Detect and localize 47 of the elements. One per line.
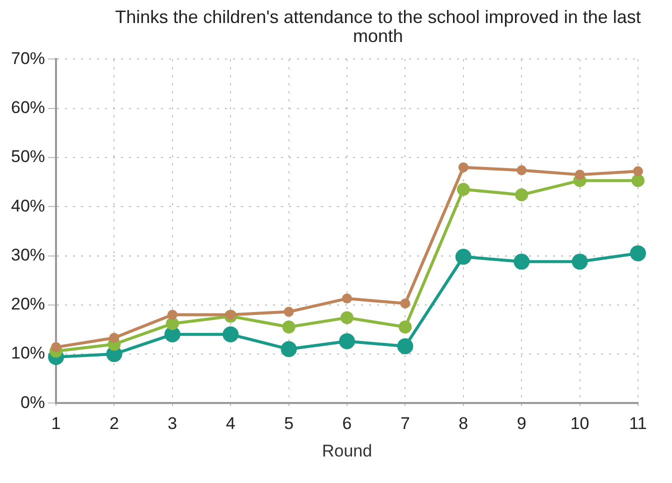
x-tick-label: 2 <box>109 414 119 434</box>
x-tick-label: 7 <box>400 414 410 434</box>
point <box>284 306 294 317</box>
point <box>340 311 354 324</box>
point <box>397 338 414 354</box>
point <box>456 182 470 196</box>
x-axis-title: Round <box>322 441 372 460</box>
x-tick-label: 11 <box>629 414 647 434</box>
point <box>516 165 527 176</box>
point <box>458 162 468 172</box>
point <box>226 310 236 320</box>
y-tick-label: 70% <box>10 48 46 68</box>
y-tick-label: 0% <box>20 392 46 412</box>
point <box>167 310 178 320</box>
x-tick-label: 4 <box>226 414 236 434</box>
point <box>572 254 588 270</box>
x-tick-label: 8 <box>458 414 468 434</box>
point <box>51 342 62 352</box>
point <box>514 254 530 270</box>
y-tick-label: 10% <box>10 344 46 363</box>
x-tick-label: 1 <box>51 414 61 434</box>
y-tick-label: 60% <box>10 98 46 118</box>
point <box>109 332 120 343</box>
point <box>633 166 643 176</box>
x-tick-label: 5 <box>284 414 294 434</box>
x-tick-label: 10 <box>570 414 590 434</box>
point <box>280 341 297 358</box>
y-tick-label: 50% <box>10 147 46 166</box>
point <box>398 320 412 334</box>
x-tick-label: 9 <box>516 414 526 434</box>
point <box>222 326 239 342</box>
x-tick-label: 3 <box>168 414 178 434</box>
point <box>339 333 356 350</box>
y-tick-label: 30% <box>10 245 46 264</box>
point <box>166 317 179 330</box>
chart-title: Thinks the children's attendance to the school improved in the last month <box>114 7 642 46</box>
point <box>282 320 296 334</box>
y-tick-label: 40% <box>10 196 46 216</box>
point <box>630 245 646 262</box>
point <box>400 298 410 308</box>
point <box>515 188 528 202</box>
x-tick-label: 6 <box>342 414 352 434</box>
point <box>574 170 585 180</box>
y-tick-label: 20% <box>10 294 46 314</box>
point <box>342 294 352 304</box>
point <box>632 174 644 188</box>
point <box>455 248 472 265</box>
